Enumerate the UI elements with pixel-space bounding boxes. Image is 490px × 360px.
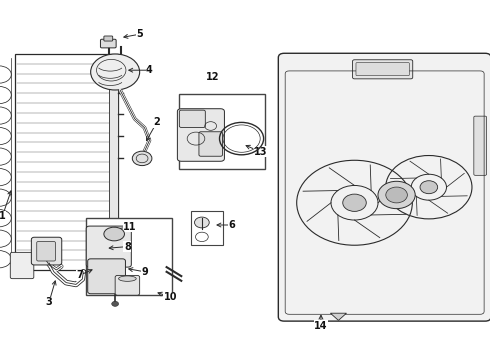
FancyBboxPatch shape [10, 252, 34, 279]
Circle shape [378, 181, 415, 209]
FancyBboxPatch shape [199, 132, 222, 156]
FancyBboxPatch shape [100, 39, 116, 48]
Bar [15, 54, 118, 270]
FancyBboxPatch shape [278, 53, 490, 321]
Text: 14: 14 [314, 321, 328, 331]
FancyBboxPatch shape [86, 226, 131, 267]
FancyBboxPatch shape [104, 36, 113, 41]
Bar [109, 54, 118, 270]
Circle shape [132, 151, 152, 166]
FancyBboxPatch shape [179, 110, 205, 127]
Ellipse shape [119, 276, 136, 282]
FancyBboxPatch shape [115, 275, 140, 295]
Text: 8: 8 [124, 242, 131, 252]
Circle shape [343, 194, 366, 211]
FancyBboxPatch shape [88, 259, 125, 294]
Text: 7: 7 [76, 270, 83, 280]
Circle shape [195, 217, 209, 228]
Circle shape [420, 181, 438, 194]
FancyBboxPatch shape [37, 242, 55, 261]
Text: 12: 12 [206, 72, 220, 82]
Text: 4: 4 [146, 65, 153, 75]
Ellipse shape [91, 54, 140, 90]
FancyBboxPatch shape [177, 109, 224, 161]
Bar [179, 94, 265, 169]
Text: 10: 10 [164, 292, 177, 302]
FancyBboxPatch shape [31, 237, 62, 265]
Polygon shape [330, 313, 346, 320]
Ellipse shape [104, 227, 124, 241]
FancyBboxPatch shape [356, 63, 409, 76]
Circle shape [386, 187, 407, 203]
Bar [191, 211, 223, 245]
Bar [86, 218, 172, 295]
Text: 9: 9 [141, 267, 148, 277]
Circle shape [112, 301, 119, 306]
FancyBboxPatch shape [352, 60, 413, 79]
Text: 6: 6 [228, 220, 235, 230]
Text: 5: 5 [136, 29, 143, 39]
Text: 2: 2 [153, 117, 160, 127]
Text: 11: 11 [123, 222, 137, 232]
Text: 3: 3 [46, 297, 52, 307]
Text: 1: 1 [0, 211, 6, 221]
Text: 13: 13 [254, 147, 268, 157]
FancyBboxPatch shape [474, 116, 487, 175]
